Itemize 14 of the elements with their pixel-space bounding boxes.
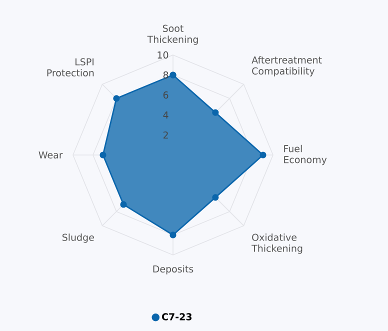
spoke-label: Sludge (62, 234, 94, 243)
spoke-label: Soot Thickening (147, 24, 198, 45)
spoke-label: Deposits (153, 265, 194, 274)
spoke-label: LSPI Protection (47, 58, 94, 76)
y-tick-label: 8 (163, 71, 168, 79)
spoke-label: Aftertreatment Compatibility (252, 56, 322, 76)
spoke-label: Wear (38, 151, 63, 159)
y-tick-label: 6 (163, 91, 168, 99)
spoke-label: Oxidative Thickening (252, 234, 302, 254)
text: C7-23 (162, 313, 192, 320)
y-tick-label: 4 (163, 112, 168, 118)
spoke-label: Fuel Economy (284, 144, 327, 166)
y-tick-label: 2 (163, 131, 168, 139)
y-tick-label: 10 (158, 51, 168, 59)
